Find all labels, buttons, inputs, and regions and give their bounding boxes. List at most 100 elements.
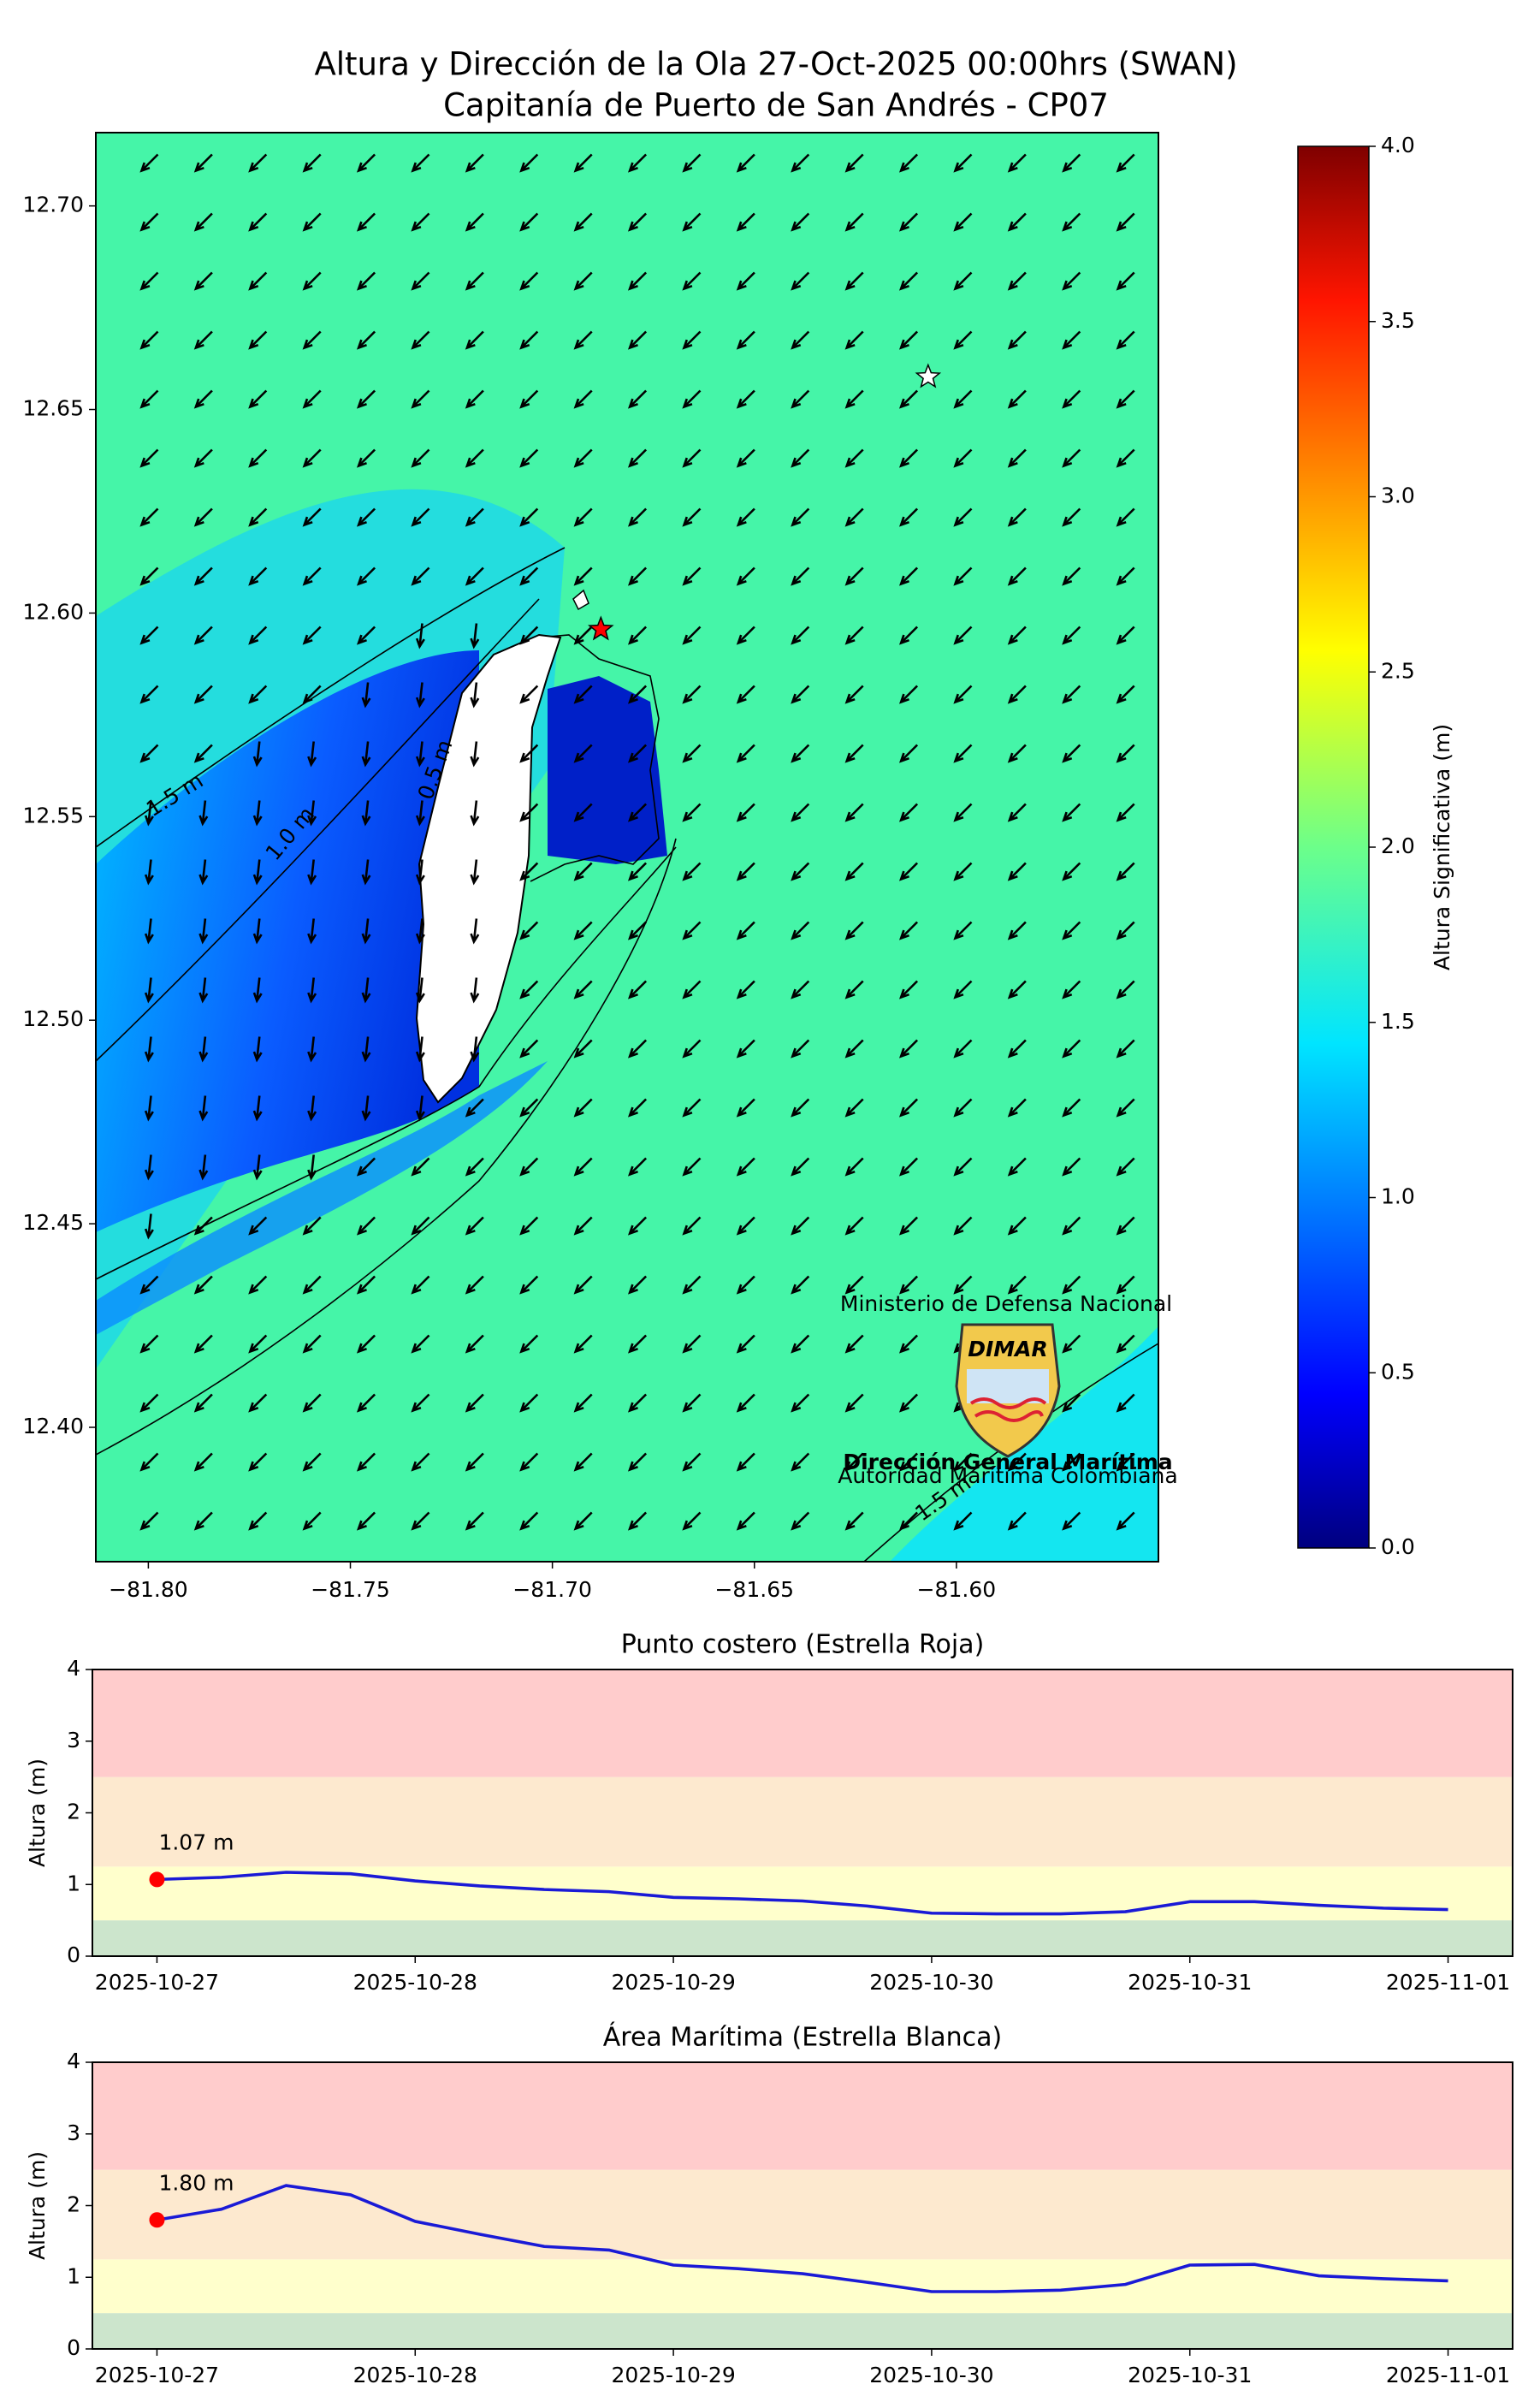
- wave-arrow: [248, 153, 268, 173]
- wave-arrow: [248, 507, 268, 527]
- risk-band: [92, 2062, 1513, 2170]
- wave-arrow: [627, 271, 648, 291]
- wave-arrow: [791, 626, 810, 645]
- wave-arrow: [302, 1216, 322, 1236]
- contour-line: [96, 547, 566, 848]
- wave-arrow: [248, 626, 268, 645]
- wave-arrow: [573, 921, 593, 940]
- wave-arrow: [415, 918, 425, 945]
- x-tick-label: 2025-11-01: [1386, 1970, 1510, 1995]
- wave-arrow: [465, 330, 484, 350]
- wave-arrow: [844, 744, 864, 763]
- wave-arrow: [1116, 448, 1135, 468]
- wave-arrow: [1007, 271, 1027, 291]
- wave-arrow: [356, 1452, 376, 1472]
- y-axis-label: Altura (m): [25, 2151, 50, 2260]
- wave-arrow: [791, 507, 810, 527]
- wave-arrow: [411, 389, 430, 409]
- wave-arrow: [198, 1154, 209, 1181]
- wave-arrow: [953, 1039, 973, 1059]
- wave-arrow: [1062, 448, 1081, 468]
- wave-arrow: [573, 1275, 593, 1295]
- wave-arrow: [1062, 803, 1081, 822]
- wave-arrow: [844, 1275, 864, 1295]
- wave-arrow: [844, 1216, 864, 1236]
- wave-arrow: [844, 1334, 864, 1354]
- wave-arrow: [193, 626, 213, 645]
- wave-arrow: [791, 1039, 810, 1059]
- wave-arrow: [1116, 1511, 1135, 1531]
- wave-arrow: [573, 1157, 593, 1177]
- wave-arrow: [356, 448, 376, 468]
- wave-arrow: [953, 330, 973, 350]
- x-tick-label: −81.65: [714, 1577, 794, 1602]
- wave-arrow: [844, 803, 864, 822]
- chart-title: Punto costero (Estrella Roja): [621, 1630, 985, 1660]
- wave-arrow: [627, 626, 648, 645]
- wave-arrow: [139, 389, 159, 409]
- wave-arrow: [519, 448, 539, 468]
- wave-arrow: [1007, 921, 1027, 940]
- wave-arrow: [791, 1511, 810, 1531]
- wave-arrow: [465, 271, 484, 291]
- wave-arrow: [411, 330, 430, 350]
- wave-arrow: [736, 1511, 755, 1531]
- wave-arrow: [844, 1452, 864, 1472]
- wave-arrow: [736, 862, 755, 881]
- wave-arrow: [470, 623, 480, 649]
- wave-arrow: [1116, 271, 1135, 291]
- y-tick-label: 2: [67, 2192, 80, 2217]
- wave-arrow: [470, 741, 480, 768]
- wave-arrow: [627, 980, 648, 999]
- wave-arrow: [193, 1511, 213, 1531]
- wave-arrow: [1116, 1393, 1135, 1413]
- wave-arrow: [302, 389, 322, 409]
- colorbar-tick-label: 3.5: [1381, 308, 1415, 333]
- wave-arrow: [573, 1216, 593, 1236]
- wave-arrow: [307, 1095, 317, 1122]
- wave-arrow: [307, 800, 317, 827]
- colorbar: [1297, 145, 1370, 1549]
- series-line: [157, 1871, 1448, 1916]
- logo-text: Ministerio de Defensa Nacional: [840, 1291, 1172, 1316]
- x-tick-label: 2025-10-30: [869, 2363, 993, 2387]
- wave-arrow: [682, 921, 702, 940]
- wave-arrow: [519, 1216, 539, 1236]
- colorbar-tick-label: 1.5: [1381, 1009, 1415, 1034]
- contour-line: [96, 846, 677, 1280]
- wave-arrow: [193, 1393, 213, 1413]
- wave-arrow: [627, 1511, 648, 1531]
- risk-band: [92, 1669, 1513, 1777]
- wave-arrow: [627, 1275, 648, 1295]
- wave-arrow: [682, 566, 702, 586]
- y-tick-label: 12.45: [22, 1210, 84, 1235]
- wave-arrow: [844, 153, 864, 173]
- wave-arrow: [302, 271, 322, 291]
- wave-arrow: [139, 1275, 159, 1295]
- wave-arrow: [898, 271, 919, 291]
- wave-arrow: [248, 1511, 268, 1531]
- wave-arrow: [248, 330, 268, 350]
- wave-arrow: [1116, 685, 1135, 704]
- wave-arrow: [573, 1039, 593, 1059]
- wave-arrow: [465, 1393, 484, 1413]
- wave-arrow: [953, 1511, 973, 1531]
- wave-arrow: [411, 448, 430, 468]
- wave-arrow: [953, 862, 973, 881]
- wave-arrow: [573, 862, 593, 881]
- wave-arrow: [1007, 212, 1027, 232]
- wave-arrow: [248, 1275, 268, 1295]
- wave-arrow: [302, 1393, 322, 1413]
- wave-arrow: [682, 744, 702, 763]
- wave-arrow: [1116, 1157, 1135, 1177]
- wave-arrow: [844, 507, 864, 527]
- wave-arrow: [953, 744, 973, 763]
- wave-arrow: [519, 1275, 539, 1295]
- wave-arrow: [248, 1216, 268, 1236]
- wave-arrow: [1007, 1511, 1027, 1531]
- wave-arrow: [682, 1334, 702, 1354]
- wave-arrow: [139, 507, 159, 527]
- wave-arrow: [356, 1216, 376, 1236]
- wave-arrow: [411, 566, 430, 586]
- wave-arrow: [1116, 862, 1135, 881]
